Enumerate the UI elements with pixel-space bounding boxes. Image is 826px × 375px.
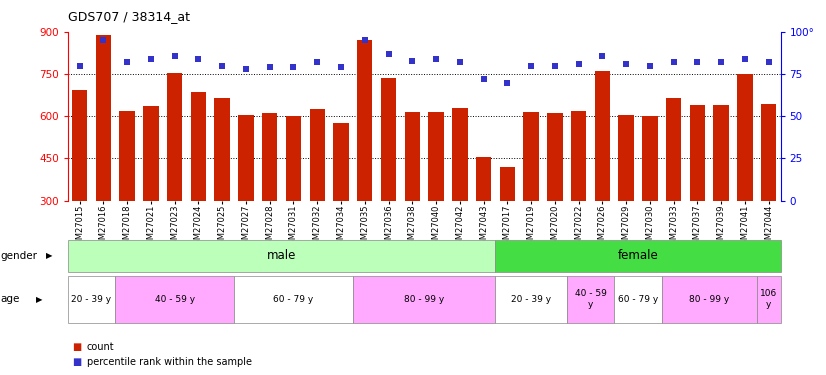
- Point: [358, 38, 372, 44]
- Bar: [567, 276, 615, 322]
- Bar: [571, 111, 586, 201]
- Point: [738, 56, 752, 62]
- Point: [596, 53, 609, 58]
- Text: ■: ■: [72, 357, 81, 367]
- Bar: [143, 106, 159, 201]
- Text: ▶: ▶: [46, 251, 53, 260]
- Text: 60 - 79 y: 60 - 79 y: [273, 295, 314, 304]
- Point: [287, 64, 300, 70]
- Bar: [619, 115, 634, 201]
- Point: [168, 53, 181, 58]
- Bar: [547, 113, 563, 201]
- Bar: [191, 92, 206, 201]
- Bar: [72, 90, 88, 201]
- Bar: [642, 116, 657, 201]
- Bar: [738, 74, 752, 201]
- Point: [667, 59, 681, 65]
- Point: [453, 59, 467, 65]
- Point: [263, 64, 277, 70]
- Bar: [286, 116, 301, 201]
- Text: count: count: [87, 342, 114, 352]
- Bar: [116, 276, 234, 322]
- Point: [620, 61, 633, 67]
- Bar: [353, 276, 496, 322]
- Text: 40 - 59 y: 40 - 59 y: [154, 295, 195, 304]
- Bar: [662, 276, 757, 322]
- Point: [501, 80, 514, 86]
- Point: [762, 59, 776, 65]
- Point: [216, 63, 229, 69]
- Point: [97, 38, 110, 44]
- Point: [311, 59, 324, 65]
- Bar: [452, 108, 468, 201]
- Bar: [500, 167, 515, 201]
- Text: male: male: [267, 249, 297, 262]
- Bar: [120, 111, 135, 201]
- Point: [145, 56, 158, 62]
- Bar: [615, 276, 662, 322]
- Text: female: female: [618, 249, 658, 262]
- Point: [572, 61, 585, 67]
- Bar: [238, 115, 254, 201]
- Text: gender: gender: [1, 251, 38, 261]
- Point: [430, 56, 443, 62]
- Bar: [429, 112, 444, 201]
- Bar: [714, 105, 729, 201]
- Point: [73, 63, 86, 69]
- Bar: [496, 276, 567, 322]
- Text: 80 - 99 y: 80 - 99 y: [404, 295, 444, 304]
- Point: [192, 56, 205, 62]
- Point: [240, 66, 253, 72]
- Bar: [476, 157, 491, 201]
- Text: age: age: [1, 294, 20, 304]
- Text: 106
y: 106 y: [760, 290, 777, 309]
- Text: 20 - 39 y: 20 - 39 y: [71, 295, 112, 304]
- Point: [643, 63, 657, 69]
- Bar: [595, 71, 610, 201]
- Bar: [310, 109, 325, 201]
- Text: GDS707 / 38314_at: GDS707 / 38314_at: [68, 10, 190, 23]
- Text: 40 - 59
y: 40 - 59 y: [575, 290, 606, 309]
- Bar: [96, 35, 111, 201]
- Bar: [333, 123, 349, 201]
- Bar: [381, 78, 396, 201]
- Point: [548, 63, 562, 69]
- Bar: [405, 112, 420, 201]
- Text: ▶: ▶: [36, 295, 43, 304]
- Point: [714, 59, 728, 65]
- Point: [121, 59, 134, 65]
- Bar: [234, 276, 353, 322]
- Point: [406, 57, 419, 63]
- Bar: [357, 40, 373, 201]
- Point: [477, 76, 490, 82]
- Point: [382, 51, 395, 57]
- Bar: [167, 73, 183, 201]
- Text: ■: ■: [72, 342, 81, 352]
- Bar: [68, 240, 496, 272]
- Bar: [761, 104, 776, 201]
- Bar: [496, 240, 781, 272]
- Point: [691, 59, 704, 65]
- Bar: [757, 276, 781, 322]
- Text: 60 - 79 y: 60 - 79 y: [618, 295, 658, 304]
- Bar: [68, 276, 116, 322]
- Point: [335, 64, 348, 70]
- Bar: [524, 112, 539, 201]
- Text: percentile rank within the sample: percentile rank within the sample: [87, 357, 252, 367]
- Text: 80 - 99 y: 80 - 99 y: [689, 295, 729, 304]
- Text: 20 - 39 y: 20 - 39 y: [511, 295, 551, 304]
- Bar: [215, 98, 230, 201]
- Bar: [666, 98, 681, 201]
- Bar: [690, 105, 705, 201]
- Point: [525, 63, 538, 69]
- Bar: [262, 113, 278, 201]
